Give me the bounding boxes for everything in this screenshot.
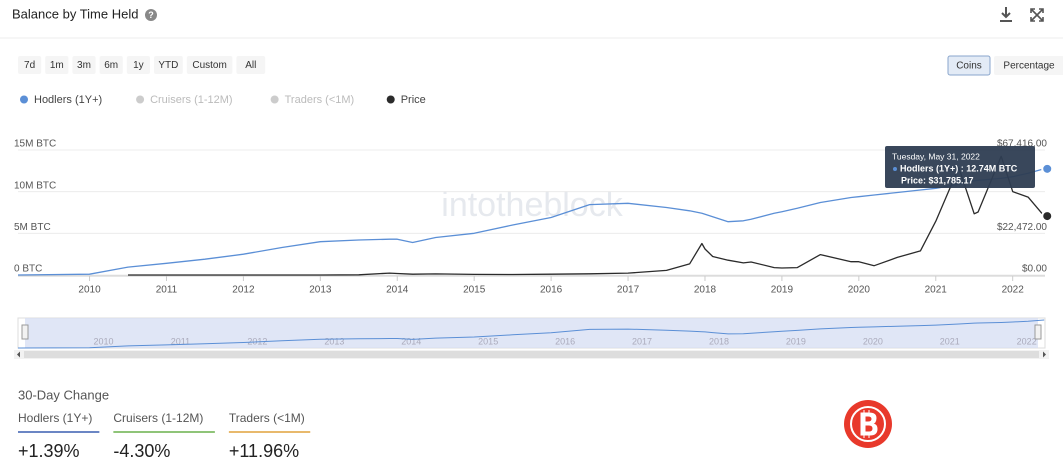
- x-tick-label: 2012: [232, 285, 255, 296]
- navigator-label: 2016: [555, 336, 575, 346]
- navigator-label: 2010: [94, 336, 114, 346]
- x-tick-label: 2022: [1002, 285, 1025, 296]
- change-name: Hodlers (1Y+): [18, 411, 92, 425]
- toggle-button[interactable]: [994, 56, 1063, 75]
- panel-title: 30-Day Change: [18, 387, 109, 402]
- navigator-label: 2021: [940, 336, 960, 346]
- navigator-handle[interactable]: [21, 324, 29, 340]
- widget-title: Balance by Time Held: [12, 6, 138, 21]
- series-line: [128, 155, 1045, 276]
- range-buttons: 7d 1m 3m 6m 1y YTD Custom All: [18, 56, 266, 74]
- legend-label[interactable]: Hodlers (1Y+): [34, 94, 102, 106]
- range-button[interactable]: [236, 56, 266, 74]
- navigator-label: 2013: [324, 336, 344, 346]
- range-button-label: 6m: [104, 60, 118, 71]
- x-tick-label: 2018: [694, 285, 717, 296]
- range-button-label: 7d: [24, 60, 35, 71]
- plot: 0 BTC 5M BTC 10M BTC 15M BTC $0.00 $22,472.00…: [14, 139, 1054, 296]
- navigator-selection[interactable]: [25, 318, 1038, 348]
- x-tick-label: 2017: [617, 285, 640, 296]
- range-button[interactable]: [18, 56, 42, 74]
- tooltip-title: Tuesday, May 31, 2022: [892, 151, 980, 161]
- end-point: [1041, 210, 1054, 223]
- legend-marker[interactable]: [386, 95, 395, 104]
- range-button[interactable]: [154, 56, 183, 74]
- legend-label[interactable]: Price: [401, 94, 426, 106]
- y2-tick-label: $22,472.00: [997, 222, 1047, 233]
- help-icon[interactable]: ?: [145, 9, 157, 21]
- toggle-label: Coins: [956, 61, 982, 72]
- scroll-arrow-left[interactable]: [17, 351, 20, 358]
- x-tick-label: 2015: [463, 285, 486, 296]
- x-tick-label: 2021: [925, 285, 948, 296]
- legend-label[interactable]: Cruisers (1-12M): [150, 94, 233, 106]
- legend-marker[interactable]: [136, 95, 145, 104]
- range-button-label: All: [245, 60, 256, 71]
- unit-toggle: Coins Percentage: [947, 55, 1063, 76]
- range-button-label: YTD: [158, 60, 178, 71]
- legend-marker[interactable]: [20, 95, 28, 104]
- expand-icon[interactable]: [1030, 8, 1044, 22]
- series-line: [17, 168, 1045, 276]
- tooltip-line: Price: $31,785.17: [901, 175, 974, 185]
- y2-tick-label: $0.00: [1022, 264, 1047, 275]
- range-button[interactable]: [186, 56, 233, 74]
- range-button[interactable]: [126, 56, 150, 74]
- change-value: +11.96%: [229, 441, 299, 461]
- y-tick-label: 15M BTC: [14, 139, 56, 150]
- change-value: -4.30%: [113, 441, 170, 461]
- navigator-label: 2020: [863, 336, 883, 346]
- range-button[interactable]: [99, 56, 123, 74]
- y-tick-label: 0 BTC: [14, 264, 42, 275]
- navigator-label: 2022: [1017, 336, 1037, 346]
- navigator-handle[interactable]: [1034, 324, 1042, 340]
- change-name: Cruisers (1-12M): [113, 411, 203, 425]
- x-tick-label: 2019: [771, 285, 794, 296]
- x-tick-label: 2013: [309, 285, 332, 296]
- tooltip-line: Hodlers (1Y+) : 12.74M BTC: [900, 163, 1018, 173]
- scroll-arrow-right[interactable]: [1043, 351, 1046, 358]
- legend-label[interactable]: Traders (<1M): [285, 94, 355, 106]
- scrollbar-thumb[interactable]: [24, 351, 1039, 358]
- range-button-label: 3m: [77, 60, 91, 71]
- y2-tick-label: $67,416.00: [997, 139, 1047, 150]
- tooltip-marker: [893, 167, 897, 171]
- range-button[interactable]: [45, 56, 69, 74]
- x-tick-label: 2020: [848, 285, 871, 296]
- y-tick-label: 10M BTC: [14, 180, 56, 191]
- navigator-label: 2017: [632, 336, 652, 346]
- x-tick-label: 2010: [78, 285, 101, 296]
- x-tick-label: 2016: [540, 285, 563, 296]
- y-tick-label: 5M BTC: [14, 222, 51, 233]
- navigator-label: 2014: [401, 336, 421, 346]
- navigator-label: 2011: [171, 336, 190, 346]
- navigator: 2010 2011 2012 2013 2014 2015 2016 2017 2018 2019…: [14, 317, 1049, 359]
- legend: Hodlers (1Y+) Cruisers (1-12M) Traders (<1…: [20, 94, 426, 106]
- change-value: +1.39%: [18, 441, 80, 461]
- change-name: Traders (<1M): [229, 411, 305, 425]
- navigator-label: 2019: [786, 336, 806, 346]
- range-button-label: 1m: [50, 60, 64, 71]
- range-button-label: Custom: [192, 60, 226, 71]
- end-point: [1041, 162, 1054, 175]
- range-button-label: 1y: [133, 60, 144, 71]
- change-panel: Hodlers (1Y+) +1.39% Cruisers (1-12M) -4.30…: [18, 411, 311, 461]
- x-tick-label: 2014: [386, 285, 409, 296]
- bitcoin-logo: [844, 400, 892, 448]
- navigator-label: 2018: [709, 336, 729, 346]
- legend-marker[interactable]: [270, 95, 279, 104]
- range-button[interactable]: [72, 56, 96, 74]
- download-icon[interactable]: [1000, 7, 1012, 22]
- toggle-button[interactable]: [947, 55, 991, 76]
- navigator-label: 2015: [478, 336, 498, 346]
- svg-text:?: ?: [148, 10, 154, 20]
- x-tick-label: 2011: [156, 285, 178, 296]
- tooltip-box: [885, 146, 1035, 188]
- toggle-label: Percentage: [1003, 61, 1055, 72]
- navigator-line: [17, 319, 1045, 349]
